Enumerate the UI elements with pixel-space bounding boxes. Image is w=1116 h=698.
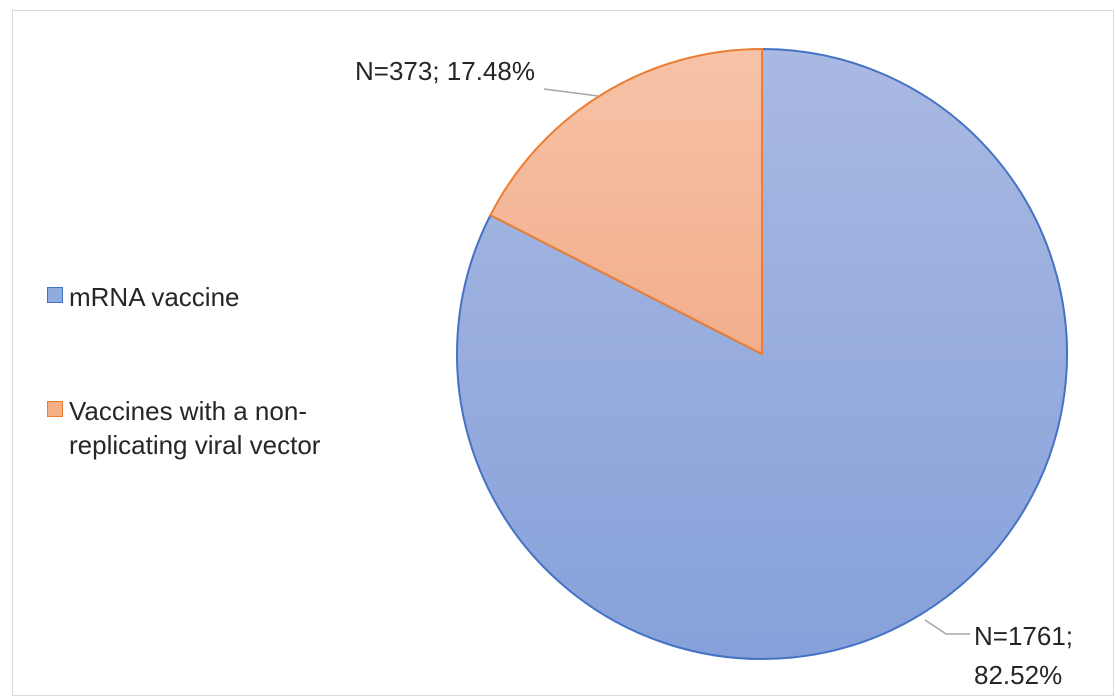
- legend-swatch-mrna: [47, 287, 63, 303]
- leader-line-mrna: [924, 619, 970, 635]
- leader-line-viral-vector: [543, 88, 599, 97]
- legend-label-mrna: mRNA vaccine: [69, 282, 240, 312]
- legend: mRNA vaccine Vaccines with a non-replica…: [47, 280, 407, 542]
- data-label-mrna-line2: 82.52%: [974, 660, 1062, 690]
- data-label-mrna-line1: N=1761;: [974, 621, 1073, 651]
- legend-item-viral-vector: Vaccines with a non-replicating viral ve…: [47, 394, 407, 462]
- legend-item-mrna: mRNA vaccine: [47, 280, 407, 314]
- legend-swatch-viral-vector: [47, 401, 63, 417]
- data-label-viral-vector: N=373; 17.48%: [355, 56, 535, 86]
- pie-slice-viral-vector: [489, 47, 763, 356]
- legend-label-viral-vector: Vaccines with a non-replicating viral ve…: [69, 396, 321, 460]
